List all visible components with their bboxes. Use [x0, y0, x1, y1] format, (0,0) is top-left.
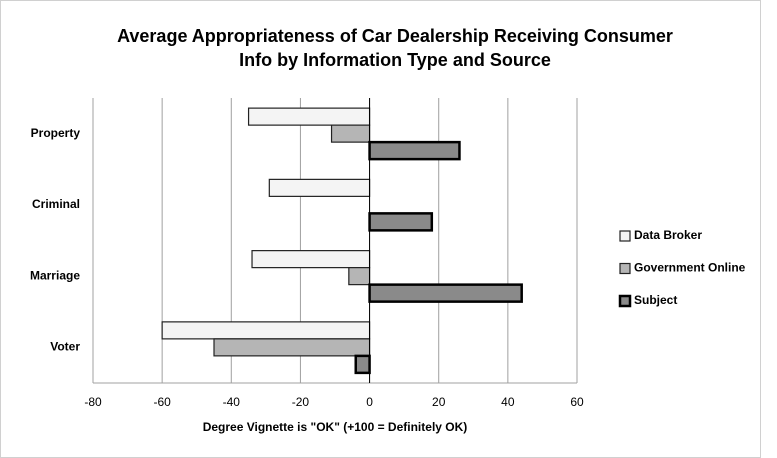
x-tick-label: 0 — [366, 395, 373, 409]
legend-swatch — [618, 294, 632, 308]
y-tick-label: Marriage — [30, 268, 80, 282]
chart-title: Average Appropriateness of Car Dealershi… — [117, 26, 673, 46]
y-tick-label: Property — [31, 126, 81, 140]
bar — [268, 178, 371, 197]
bar — [251, 250, 371, 269]
legend-label: Subject — [634, 293, 677, 307]
chart-title: Info by Information Type and Source — [239, 50, 551, 70]
legend-swatch — [619, 230, 631, 242]
legend-label: Government Online — [634, 261, 746, 275]
y-tick-label: Criminal — [32, 197, 80, 211]
x-tick-label: -20 — [292, 395, 310, 409]
bar — [348, 267, 371, 286]
x-tick-label: 40 — [501, 395, 515, 409]
x-tick-label: -80 — [84, 395, 102, 409]
x-tick-label: -60 — [153, 395, 171, 409]
bar — [213, 338, 371, 357]
legend-swatch — [619, 262, 631, 275]
legend-label: Data Broker — [634, 228, 702, 242]
x-tick-label: 20 — [432, 395, 446, 409]
x-tick-label: 60 — [570, 395, 584, 409]
y-tick-label: Voter — [50, 340, 80, 354]
bar — [354, 354, 371, 375]
x-tick-label: -40 — [223, 395, 241, 409]
bar — [368, 283, 523, 303]
bar — [161, 321, 371, 340]
bar — [368, 140, 461, 161]
bar — [330, 124, 371, 143]
bar — [247, 107, 371, 126]
x-axis-label: Degree Vignette is "OK" (+100 = Definite… — [203, 420, 468, 434]
bar — [368, 212, 434, 232]
